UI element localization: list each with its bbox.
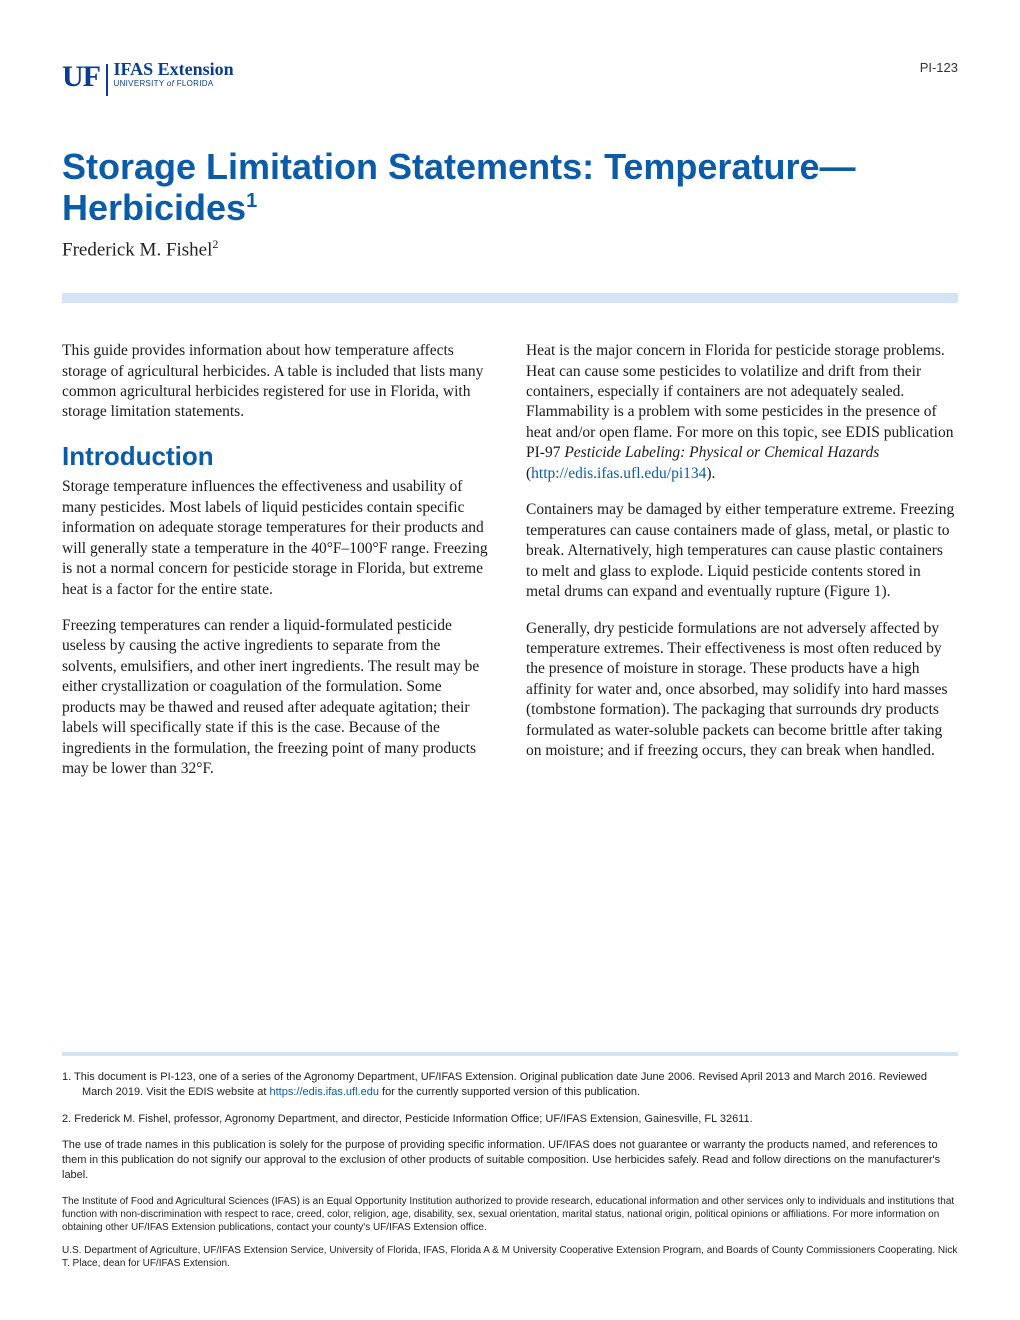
title-text: Storage Limitation Statements: Temperatu… [62, 146, 855, 228]
body-paragraph: Storage temperature influences the effec… [62, 477, 494, 600]
university-line: UNIVERSITY of FLORIDA [114, 80, 234, 88]
footer-divider [62, 1052, 958, 1056]
section-heading-introduction: Introduction [62, 439, 494, 473]
logo-divider [106, 64, 108, 96]
publication-title-italic: Pesticide Labeling: Physical or Chemical… [564, 444, 879, 461]
footnote-1: 1. This document is PI-123, one of a ser… [62, 1070, 958, 1100]
left-column: This guide provides information about ho… [62, 341, 494, 795]
right-column: Heat is the major concern in Florida for… [526, 341, 958, 795]
uf-logo: UF [62, 60, 100, 94]
intro-paragraph: This guide provides information about ho… [62, 341, 494, 423]
disclaimer-trade-names: The use of trade names in this publicati… [62, 1138, 958, 1183]
author-line: Frederick M. Fishel2 [62, 237, 958, 261]
p1-post: ). [706, 465, 715, 482]
logo-block: UF IFAS Extension UNIVERSITY of FLORIDA [62, 60, 234, 96]
disclaimer-equal-opportunity: The Institute of Food and Agricultural S… [62, 1195, 958, 1234]
edis-website-link[interactable]: https://edis.ifas.ufl.edu [270, 1086, 379, 1098]
footnote-2: 2. Frederick M. Fishel, professor, Agron… [62, 1112, 958, 1127]
body-paragraph: Freezing temperatures can render a liqui… [62, 616, 494, 780]
author-name: Frederick M. Fishel [62, 239, 212, 260]
univ-suffix: FLORIDA [174, 79, 213, 88]
edis-link[interactable]: http://edis.ifas.ufl.edu/pi134 [531, 465, 706, 482]
disclaimer-cooperating: U.S. Department of Agriculture, UF/IFAS … [62, 1244, 958, 1270]
document-id: PI-123 [920, 60, 958, 75]
ifas-extension-text: IFAS Extension [114, 60, 234, 78]
title-footnote-ref: 1 [246, 190, 257, 212]
footnote-1-post: for the currently supported version of t… [379, 1086, 640, 1098]
content-columns: This guide provides information about ho… [62, 341, 958, 795]
body-paragraph: Generally, dry pesticide formulations ar… [526, 619, 958, 762]
univ-prefix: UNIVERSITY [114, 79, 167, 88]
logo-text: IFAS Extension UNIVERSITY of FLORIDA [114, 60, 234, 88]
divider-bar [62, 293, 958, 303]
page-title: Storage Limitation Statements: Temperatu… [62, 146, 958, 229]
header: UF IFAS Extension UNIVERSITY of FLORIDA … [62, 60, 958, 96]
footer-section: 1. This document is PI-123, one of a ser… [62, 1052, 958, 1280]
author-footnote-ref: 2 [212, 237, 218, 251]
body-paragraph: Heat is the major concern in Florida for… [526, 341, 958, 484]
body-paragraph: Containers may be damaged by either temp… [526, 500, 958, 602]
